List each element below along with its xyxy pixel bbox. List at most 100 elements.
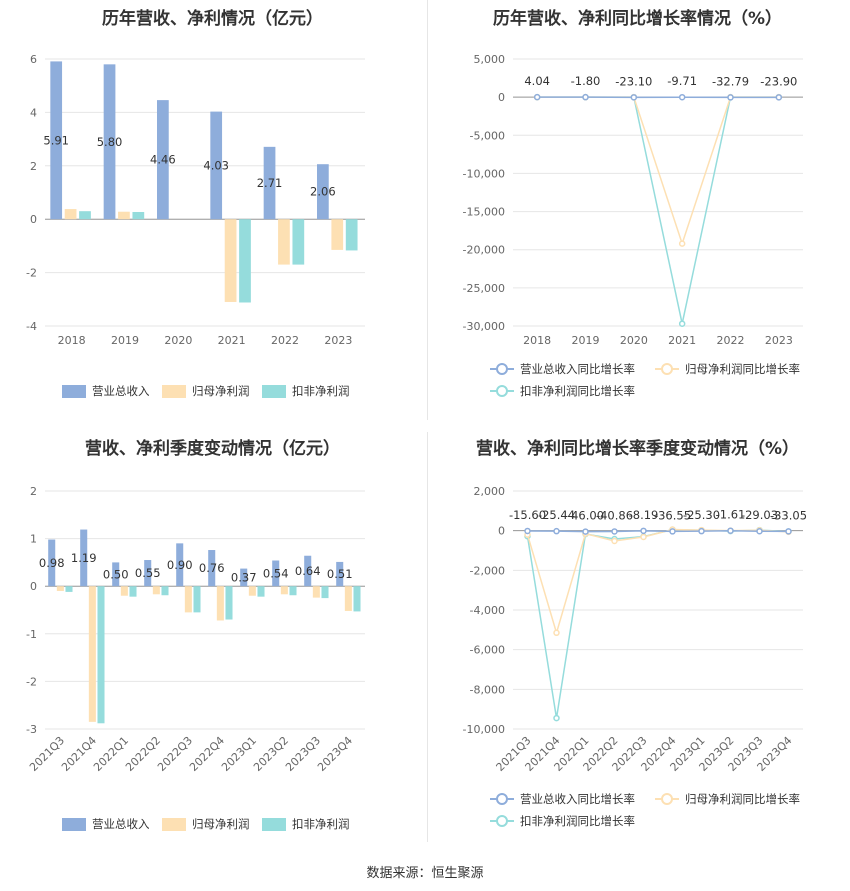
bar <box>336 561 344 587</box>
bar <box>331 219 344 250</box>
x-tick-label: 2022 <box>717 334 745 347</box>
series-point <box>640 527 647 535</box>
series-line <box>537 96 779 324</box>
bar <box>112 562 120 587</box>
data-label: 5.91 <box>43 133 69 147</box>
series-point <box>785 528 792 535</box>
legend-swatch <box>262 818 286 831</box>
x-tick-label: 2023 <box>324 334 352 347</box>
bar <box>97 586 105 724</box>
y-tick-label: 0 <box>498 525 505 538</box>
data-label: 2.71 <box>257 176 283 190</box>
y-tick-label: -3 <box>26 723 37 736</box>
bar <box>210 111 223 220</box>
legend-label: 归母净利润同比增长率 <box>685 362 800 376</box>
annual-bar-chart: -4 -2 0 2 4 6 2018 2019 2020 2021 2022 2023 5.91 5.80… <box>26 53 365 398</box>
bar <box>312 586 320 598</box>
data-label: -8.19 <box>629 508 659 522</box>
legend-marker <box>496 363 508 375</box>
series-point <box>698 527 705 535</box>
bar <box>321 586 329 599</box>
legend-label: 归母净利润 <box>192 384 250 398</box>
legend-swatch <box>162 385 186 398</box>
legend-label: 归母净利润同比增长率 <box>685 792 800 806</box>
data-label: -1.61 <box>716 508 746 522</box>
data-label: -40.86 <box>596 508 633 522</box>
data-label: -33.05 <box>770 508 807 522</box>
y-tick-label: -15,000 <box>463 206 505 219</box>
vertical-divider-lower <box>427 432 428 842</box>
series-point <box>727 94 734 101</box>
y-tick-label: 5,000 <box>474 53 506 66</box>
legend-label: 营业总收入 <box>92 817 150 831</box>
series-point <box>678 320 686 327</box>
y-tick-label: 6 <box>30 53 37 66</box>
data-label: -23.10 <box>615 74 652 88</box>
series-point <box>611 537 618 545</box>
series-point <box>669 528 676 535</box>
legend-label: 扣非净利润同比增长率 <box>520 384 635 398</box>
legend-label: 营业总收入同比增长率 <box>520 362 635 376</box>
series-line <box>537 96 779 247</box>
bar <box>239 219 251 303</box>
y-tick-label: -8,000 <box>470 683 505 696</box>
bar <box>129 586 137 597</box>
quarterly-bar-chart: -3-2-10122021Q32021Q42022Q12022Q22022Q32… <box>26 485 365 831</box>
bar <box>132 211 145 220</box>
bar <box>353 586 361 612</box>
series-point <box>640 533 647 541</box>
legend-marker <box>661 363 673 375</box>
data-label: -25.30 <box>683 508 720 522</box>
data-label: 0.37 <box>231 570 257 584</box>
source-note: 数据来源：恒生聚源 <box>366 866 484 881</box>
bar <box>193 586 201 613</box>
data-label: -29.03 <box>741 508 778 522</box>
bar <box>240 568 248 587</box>
y-tick-label: 2,000 <box>474 485 506 498</box>
series-line <box>527 529 789 533</box>
y-tick-label: -5,000 <box>470 129 505 142</box>
legend-swatch <box>62 385 86 398</box>
series-point <box>678 240 686 247</box>
series-point <box>524 527 531 535</box>
x-tick-label: 2018 <box>58 334 86 347</box>
series-point <box>756 527 763 535</box>
bar <box>80 529 88 587</box>
bar <box>208 550 216 587</box>
x-tick-label: 2020 <box>164 334 192 347</box>
bar <box>176 543 184 587</box>
bar <box>144 560 152 587</box>
legend-label: 扣非净利润 <box>292 384 350 398</box>
data-label: 0.98 <box>39 556 65 570</box>
x-tick-label: 2020 <box>620 334 648 347</box>
y-tick-label: 4 <box>30 106 37 119</box>
x-tick-label: 2021 <box>668 334 696 347</box>
quarterly-growth-line-chart: -10,000-8,000-6,000-4,000-2,00002,000202… <box>463 485 808 828</box>
y-tick-label: 1 <box>30 533 37 546</box>
y-tick-label: -30,000 <box>463 320 505 333</box>
legend-label: 归母净利润 <box>192 817 250 831</box>
legend-label: 营业总收入同比增长率 <box>520 792 635 806</box>
legend-swatch <box>262 385 286 398</box>
data-label: -36.55 <box>654 508 691 522</box>
bar <box>225 586 233 620</box>
series-line <box>526 528 789 636</box>
data-label: 0.55 <box>135 566 161 580</box>
y-tick-label: -2 <box>26 267 37 280</box>
legend-swatch <box>62 818 86 831</box>
chart-title: 营收、净利季度变动情况（亿元） <box>85 439 340 459</box>
bar <box>263 146 276 220</box>
vertical-divider <box>427 0 428 420</box>
x-tick-label: 2019 <box>111 334 139 347</box>
data-label: 0.64 <box>295 564 321 578</box>
legend-marker <box>661 793 673 805</box>
x-tick-label: 2019 <box>572 334 600 347</box>
bar <box>184 586 192 613</box>
x-tick-label: 2023Q4 <box>315 734 355 774</box>
data-label: 4.03 <box>203 158 229 172</box>
bar <box>56 586 64 591</box>
y-tick-label: -10,000 <box>463 167 505 180</box>
bar <box>292 219 305 265</box>
annual-growth-panel: 历年营收、净利同比增长率情况（%） -30,000 -25,000 -20,000-… <box>425 0 850 420</box>
bar <box>161 586 169 596</box>
